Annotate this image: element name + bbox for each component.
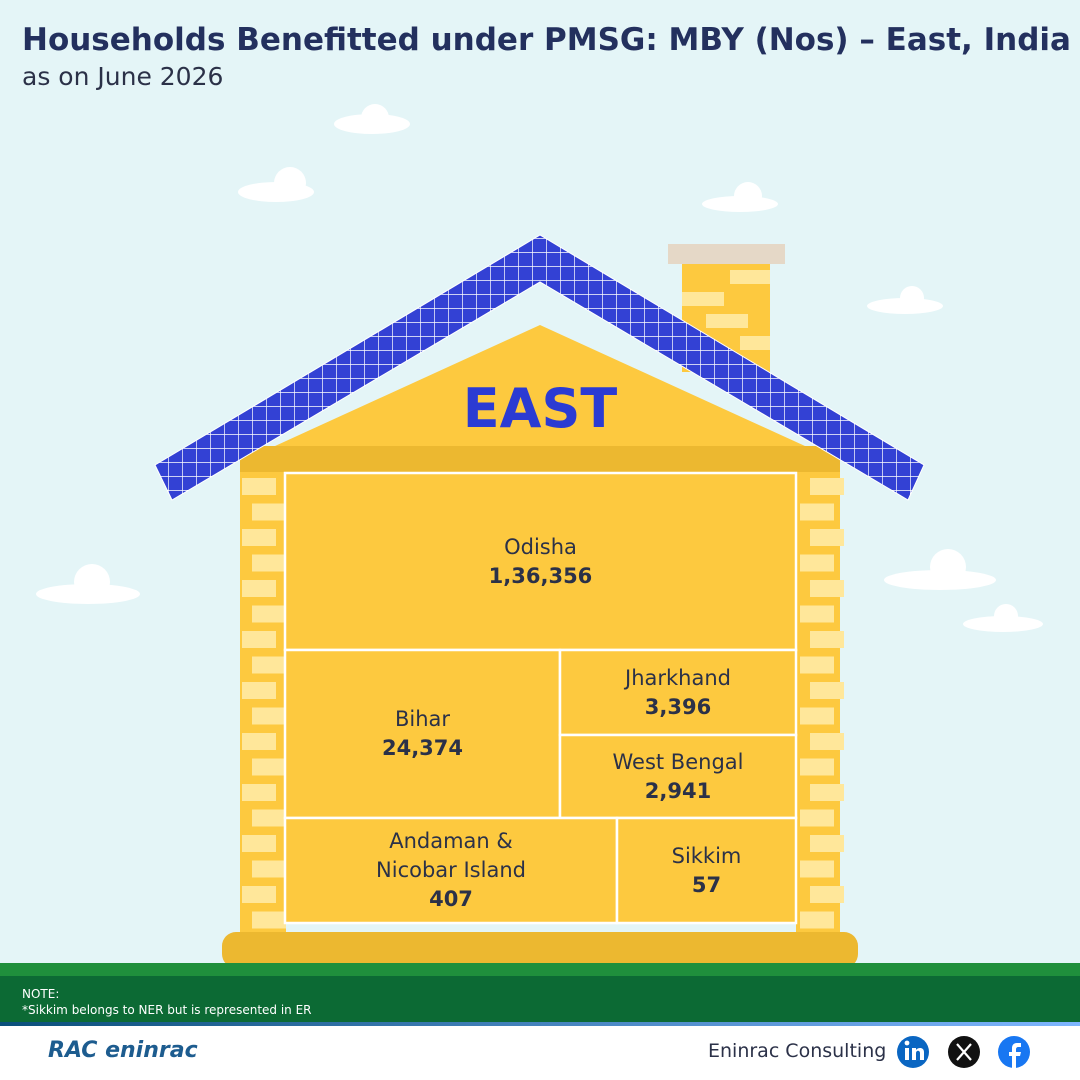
- brick: [810, 886, 844, 903]
- category-name: Odisha: [504, 534, 577, 559]
- brick: [242, 631, 276, 648]
- brick: [242, 529, 276, 546]
- cell: [283, 471, 798, 652]
- cell-label: Andaman & Nicobar Island 407: [361, 818, 541, 923]
- brick: [810, 580, 844, 597]
- group-label: EAST: [463, 377, 618, 440]
- cell: [558, 648, 798, 737]
- brick: [252, 707, 286, 725]
- category-name: Jharkhand: [625, 665, 731, 690]
- brick: [242, 682, 276, 699]
- value-label: 1,36,356: [488, 563, 593, 588]
- chimney-cap: [668, 244, 785, 264]
- brick: [800, 656, 834, 674]
- note-heading: NOTE:: [22, 987, 60, 1001]
- category-name: Sikkim: [671, 843, 742, 868]
- eave: [240, 446, 840, 472]
- category-name: Andaman & Nicobar Island: [376, 829, 526, 882]
- brick: [810, 835, 844, 852]
- brick: [800, 503, 834, 521]
- brick: [810, 529, 844, 546]
- category-name: West Bengal: [612, 749, 744, 774]
- chimney-bricks: [682, 270, 770, 350]
- brick: [252, 809, 286, 827]
- subtitle: as on June 2026: [22, 62, 224, 91]
- brick: [242, 478, 276, 495]
- brand: Eninrac Consulting: [708, 1040, 887, 1062]
- value-label: 2,941: [644, 778, 712, 803]
- roof: [154, 234, 925, 501]
- walls: [240, 472, 844, 934]
- title: Households Benefitted under PMSG: MBY (N…: [22, 22, 1071, 58]
- brick: [800, 860, 834, 878]
- cell-label: West Bengal 2,941: [568, 735, 788, 818]
- note-band: [0, 976, 1080, 1022]
- brick: [800, 605, 834, 623]
- grass: [0, 963, 1080, 976]
- brick: [242, 886, 276, 903]
- logo: RAC eninrac: [48, 1038, 198, 1063]
- brick: [252, 503, 286, 521]
- social-icons: [897, 1036, 1030, 1068]
- cell: [615, 816, 798, 925]
- cell-label: Odisha 1,36,356: [341, 473, 741, 650]
- brick: [810, 478, 844, 495]
- value-label: 407: [429, 887, 473, 911]
- brick: [242, 835, 276, 852]
- note-text: *Sikkim belongs to NER but is represente…: [22, 1003, 312, 1017]
- brick: [800, 809, 834, 827]
- cell-label: Jharkhand 3,396: [568, 650, 788, 735]
- brick: [800, 758, 834, 776]
- value-label: 24,374: [381, 736, 464, 760]
- brick: [810, 682, 844, 699]
- brick: [252, 860, 286, 878]
- value-label: 57: [691, 872, 722, 897]
- cell: [283, 648, 562, 820]
- value-label: 3,396: [644, 694, 712, 719]
- brick: [810, 631, 844, 648]
- brick: [252, 656, 286, 674]
- cell-label: Bihar 24,374: [303, 650, 543, 818]
- gable: [240, 325, 840, 462]
- brick: [252, 758, 286, 776]
- brick: [242, 580, 276, 597]
- clouds: [36, 104, 1043, 632]
- brick: [800, 707, 834, 725]
- brick: [800, 554, 834, 572]
- brick: [242, 733, 276, 750]
- brick: [252, 911, 286, 929]
- category-name: Bihar: [394, 707, 451, 731]
- brick: [810, 784, 844, 801]
- cell: [558, 733, 798, 820]
- brick: [252, 554, 286, 572]
- cell-label: Sikkim 57: [627, 818, 787, 923]
- foundation: [222, 932, 858, 968]
- brick: [252, 605, 286, 623]
- brick: [810, 733, 844, 750]
- brick: [800, 911, 834, 929]
- cell: [283, 816, 619, 925]
- brick: [242, 784, 276, 801]
- divider: [0, 1022, 1080, 1026]
